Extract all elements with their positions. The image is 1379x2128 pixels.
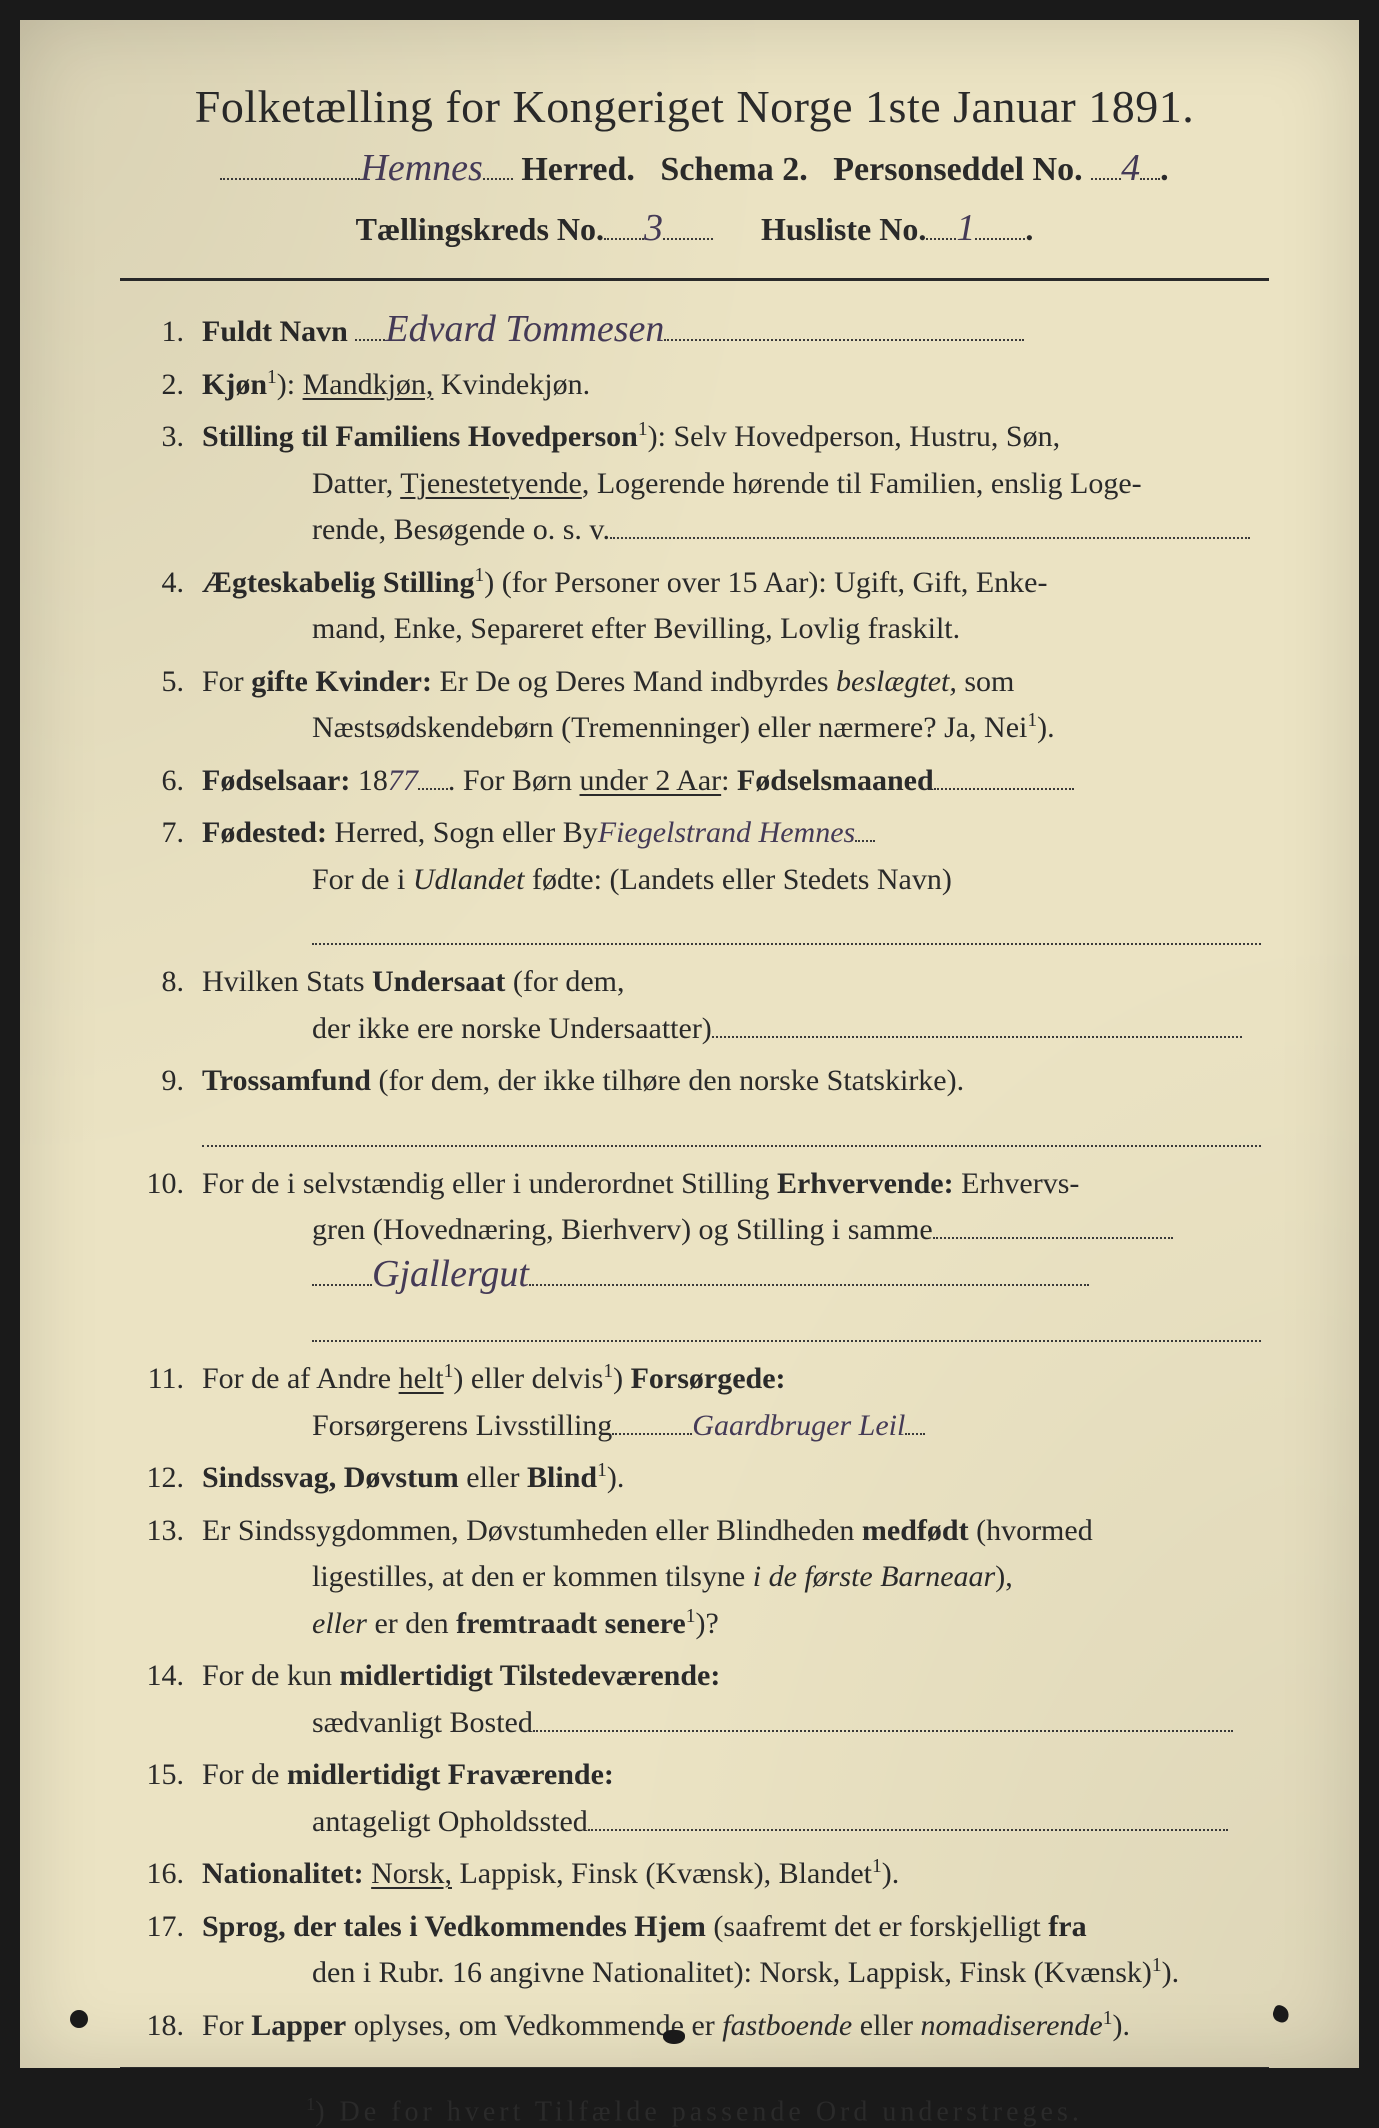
kreds-handwritten: 3 [644, 213, 663, 243]
kreds-label: Tællingskreds No. [356, 211, 604, 247]
personseddel-label: Personseddel No. [833, 151, 1082, 188]
entry-num: 9. [140, 1058, 202, 1155]
footnote-rule [120, 2067, 1269, 2068]
form-subtitle-1: Hemnes Herred. Schema 2. Personseddel No… [120, 151, 1269, 189]
entry-row: 14. For de kun midlertidigt Tilstedevære… [140, 1653, 1261, 1746]
entry-num: 16. [140, 1851, 202, 1898]
entry-num: 11. [140, 1356, 202, 1449]
herred-handwritten: Hemnes [360, 153, 482, 183]
punch-hole-icon [1271, 2004, 1292, 2025]
occupation-handwritten: Gjallergut [372, 1259, 529, 1289]
entry-row: 16. Nationalitet: Norsk, Lappisk, Finsk … [140, 1851, 1261, 1898]
entry-num: 5. [140, 659, 202, 752]
entry-row: 6. Fødselsaar: 1877. For Børn under 2 Aa… [140, 758, 1261, 805]
entry-num: 17. [140, 1904, 202, 1997]
form-header: Folketælling for Kongeriget Norge 1ste J… [120, 80, 1269, 248]
entry-body: For de i selvstændig eller i underordnet… [202, 1161, 1261, 1351]
schema-label: Schema 2. [660, 151, 807, 188]
entry-num: 15. [140, 1752, 202, 1845]
entry-num: 6. [140, 758, 202, 805]
entry-row: 2. Kjøn1): Mandkjøn, Kvindekjøn. [140, 362, 1261, 409]
census-form-page: Folketælling for Kongeriget Norge 1ste J… [20, 20, 1359, 2068]
entry-body: Sprog, der tales i Vedkommendes Hjem (sa… [202, 1904, 1261, 1997]
entry-row: 12. Sindssvag, Døvstum eller Blind1). [140, 1455, 1261, 1502]
entry-body: Fødselsaar: 1877. For Børn under 2 Aar: … [202, 758, 1261, 805]
provider-handwritten: Gaardbruger Leil [692, 1414, 905, 1438]
name-handwritten: Edvard Tommesen [385, 314, 664, 344]
entries-list: 1. Fuldt Navn Edvard Tommesen 2. Kjøn1):… [120, 309, 1269, 2049]
entry-row: 15. For de midlertidigt Fraværende: anta… [140, 1752, 1261, 1845]
entry-body: For gifte Kvinder: Er De og Deres Mand i… [202, 659, 1261, 752]
entry-num: 13. [140, 1508, 202, 1648]
entry-num: 12. [140, 1455, 202, 1502]
entry-row: 5. For gifte Kvinder: Er De og Deres Man… [140, 659, 1261, 752]
entry-row: 11. For de af Andre helt1) eller delvis1… [140, 1356, 1261, 1449]
entry-row: 10. For de i selvstændig eller i underor… [140, 1161, 1261, 1351]
entry-num: 10. [140, 1161, 202, 1351]
husliste-handwritten: 1 [956, 213, 975, 243]
form-subtitle-2: Tællingskreds No.3 Husliste No.1. [120, 211, 1269, 248]
herred-label: Herred. [521, 151, 635, 188]
entry-row: 3. Stilling til Familiens Hovedperson1):… [140, 414, 1261, 554]
entry-row: 7. Fødested: Herred, Sogn eller ByFiegel… [140, 810, 1261, 953]
entry-body: Stilling til Familiens Hovedperson1): Se… [202, 414, 1261, 554]
punch-hole-icon [70, 2010, 88, 2028]
entry-num: 4. [140, 560, 202, 653]
personseddel-handwritten: 4 [1121, 153, 1140, 183]
entry-body: Fuldt Navn Edvard Tommesen [202, 309, 1261, 356]
entry-row: 13. Er Sindssygdommen, Døvstumheden elle… [140, 1508, 1261, 1648]
entry-row: 9. Trossamfund (for dem, der ikke tilhør… [140, 1058, 1261, 1155]
husliste-label: Husliste No. [761, 211, 926, 247]
entry-body: For de kun midlertidigt Tilstedeværende:… [202, 1653, 1261, 1746]
entry-body: For de af Andre helt1) eller delvis1) Fo… [202, 1356, 1261, 1449]
entry-row: 1. Fuldt Navn Edvard Tommesen [140, 309, 1261, 356]
entry-body: Sindssvag, Døvstum eller Blind1). [202, 1455, 1261, 1502]
entry-body: Hvilken Stats Undersaat (for dem, der ik… [202, 959, 1261, 1052]
footnote: 1) De for hvert Tilfælde passende Ord un… [120, 2094, 1269, 2128]
entry-body: Fødested: Herred, Sogn eller ByFiegelstr… [202, 810, 1261, 953]
punch-hole-icon [663, 2030, 685, 2044]
entry-row: 17. Sprog, der tales i Vedkommendes Hjem… [140, 1904, 1261, 1997]
entry-row: 8. Hvilken Stats Undersaat (for dem, der… [140, 959, 1261, 1052]
entry-body: Kjøn1): Mandkjøn, Kvindekjøn. [202, 362, 1261, 409]
birthplace-handwritten: Fiegelstrand Hemnes [598, 821, 855, 845]
entry-num: 8. [140, 959, 202, 1052]
entry-body: Ægteskabelig Stilling1) (for Personer ov… [202, 560, 1261, 653]
entry-num: 14. [140, 1653, 202, 1746]
entry-body: For de midlertidigt Fraværende: antageli… [202, 1752, 1261, 1845]
entry-row: 4. Ægteskabelig Stilling1) (for Personer… [140, 560, 1261, 653]
entry-num: 1. [140, 309, 202, 356]
entry-num: 7. [140, 810, 202, 953]
entry-row: 18. For Lapper oplyses, om Vedkommende e… [140, 2003, 1261, 2050]
header-rule [120, 278, 1269, 281]
entry-body: Nationalitet: Norsk, Lappisk, Finsk (Kvæ… [202, 1851, 1261, 1898]
entry-body: Trossamfund (for dem, der ikke tilhøre d… [202, 1058, 1261, 1155]
entry-num: 2. [140, 362, 202, 409]
entry-body: For Lapper oplyses, om Vedkommende er fa… [202, 2003, 1261, 2050]
entry-body: Er Sindssygdommen, Døvstumheden eller Bl… [202, 1508, 1261, 1648]
birthyear-handwritten: 77 [388, 769, 418, 793]
entry-num: 3. [140, 414, 202, 554]
form-title: Folketælling for Kongeriget Norge 1ste J… [120, 80, 1269, 133]
entry-num: 18. [140, 2003, 202, 2050]
